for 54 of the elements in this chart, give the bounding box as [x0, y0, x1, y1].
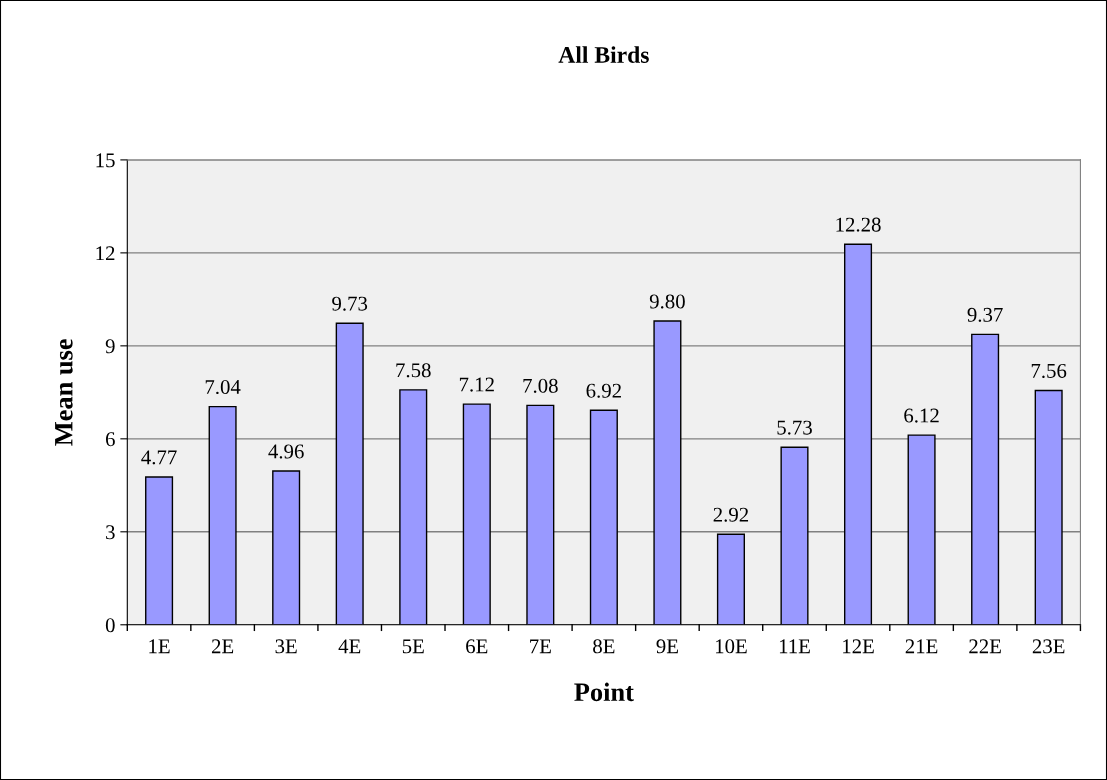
- y-tick-label: 12: [96, 246, 115, 261]
- bar: [272, 470, 301, 625]
- bar: [971, 333, 1000, 625]
- bar: [589, 409, 618, 625]
- x-tick-label: 22E: [969, 639, 1001, 654]
- x-tick-label: 2E: [211, 639, 234, 654]
- bar: [907, 434, 936, 625]
- bar: [1034, 389, 1063, 625]
- data-label: 12.28: [836, 217, 881, 232]
- x-tick-label: 3E: [275, 639, 297, 654]
- data-label: 7.12: [459, 377, 494, 392]
- x-tick-label: 8E: [593, 639, 615, 654]
- data-label: 7.04: [205, 379, 241, 395]
- data-label: 9.37: [967, 307, 1003, 322]
- data-label: 7.08: [523, 378, 558, 393]
- bar: [716, 533, 745, 625]
- x-tick-label: 6E: [466, 639, 488, 654]
- bar: [843, 243, 873, 625]
- x-tick-label: 9E: [656, 639, 678, 654]
- x-tick-label: 23E: [1032, 639, 1065, 654]
- bar: [526, 404, 555, 625]
- bar: [208, 405, 237, 625]
- x-tick-label: 21E: [905, 639, 938, 654]
- bar: [780, 446, 809, 625]
- x-tick-label: 10E: [716, 639, 747, 654]
- x-tick-label: 12E: [843, 639, 874, 654]
- x-tick-label: 4E: [338, 639, 361, 654]
- data-label: 7.58: [396, 363, 431, 378]
- x-axis-title: Point: [574, 682, 634, 702]
- data-label: 6.92: [586, 383, 621, 398]
- x-tick-label: 7E: [530, 639, 551, 654]
- data-label: 7.56: [1031, 363, 1067, 379]
- x-tick-label: 5E: [402, 639, 424, 654]
- y-tick-label: 15: [96, 153, 115, 168]
- data-label: 9.80: [649, 294, 685, 309]
- y-tick-label: 3: [106, 525, 115, 540]
- bar: [145, 476, 174, 625]
- bar: [653, 320, 682, 625]
- y-tick-label: 9: [105, 339, 115, 354]
- bar: [399, 389, 428, 625]
- data-label: 6.12: [904, 408, 939, 423]
- x-tick-label: 11E: [779, 639, 810, 654]
- bar: [462, 403, 491, 625]
- y-axis-title: Mean use: [55, 339, 73, 446]
- data-label: 2.92: [713, 507, 749, 522]
- data-label: 4.77: [141, 450, 177, 465]
- chart-title: All Birds: [558, 46, 649, 63]
- y-tick-label: 0: [105, 618, 115, 633]
- data-label: 5.73: [777, 420, 812, 435]
- y-tick-label: 6: [105, 432, 115, 447]
- x-tick-label: 1E: [149, 639, 170, 654]
- bar: [335, 322, 364, 625]
- data-label: 4.96: [268, 444, 304, 459]
- data-label: 9.73: [332, 296, 368, 311]
